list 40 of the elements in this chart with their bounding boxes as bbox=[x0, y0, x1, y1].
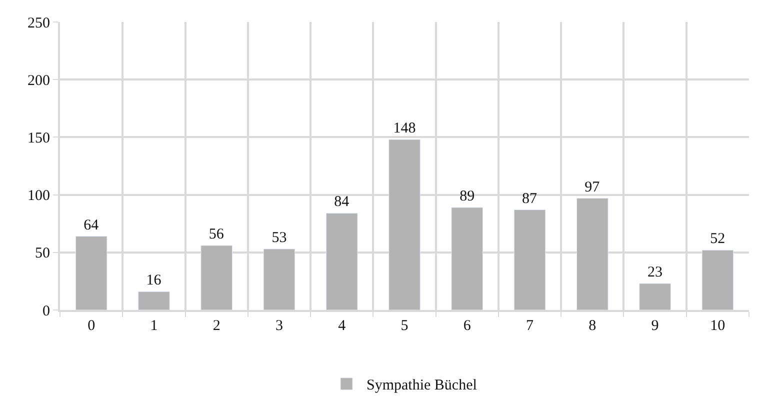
data-label: 84 bbox=[334, 194, 350, 210]
bar bbox=[200, 245, 232, 310]
bar bbox=[514, 210, 546, 310]
data-label: 53 bbox=[272, 230, 287, 246]
x-tick-label: 8 bbox=[588, 318, 596, 334]
bar bbox=[263, 248, 296, 310]
x-tick-label: 7 bbox=[526, 318, 534, 334]
y-tick-label: 0 bbox=[42, 303, 50, 320]
x-tick-label: 6 bbox=[463, 318, 472, 334]
x-tick-label: 3 bbox=[275, 318, 283, 334]
x-tick-label: 10 bbox=[710, 318, 726, 334]
data-label: 64 bbox=[84, 217, 100, 234]
bar bbox=[576, 198, 608, 310]
y-tick-label: 150 bbox=[28, 130, 50, 146]
legend-label: Sympathie Büchel bbox=[366, 378, 477, 394]
data-label: 97 bbox=[584, 179, 600, 196]
y-tick-label: 50 bbox=[35, 246, 50, 262]
bar bbox=[451, 207, 484, 310]
y-tick-label: 250 bbox=[28, 15, 50, 32]
data-label: 52 bbox=[710, 231, 726, 248]
x-tick-label: 5 bbox=[400, 318, 408, 334]
x-tick-label: 9 bbox=[651, 318, 659, 334]
y-tick-label: 200 bbox=[28, 72, 50, 89]
y-tick-label: 100 bbox=[28, 188, 50, 204]
bar bbox=[702, 250, 734, 310]
data-label: 87 bbox=[522, 190, 538, 207]
x-tick-label: 4 bbox=[338, 318, 346, 334]
data-label: 89 bbox=[460, 188, 475, 204]
data-label: 148 bbox=[393, 120, 416, 136]
x-tick-label: 2 bbox=[212, 318, 220, 334]
x-tick-label: 0 bbox=[88, 318, 96, 334]
bar bbox=[388, 139, 420, 310]
bar bbox=[326, 212, 358, 310]
x-tick-label: 1 bbox=[150, 318, 158, 334]
bar bbox=[138, 291, 170, 310]
data-label: 23 bbox=[648, 264, 663, 280]
data-label: 16 bbox=[146, 272, 162, 289]
bar bbox=[75, 236, 108, 310]
bar bbox=[639, 283, 671, 310]
data-label: 56 bbox=[208, 226, 224, 242]
